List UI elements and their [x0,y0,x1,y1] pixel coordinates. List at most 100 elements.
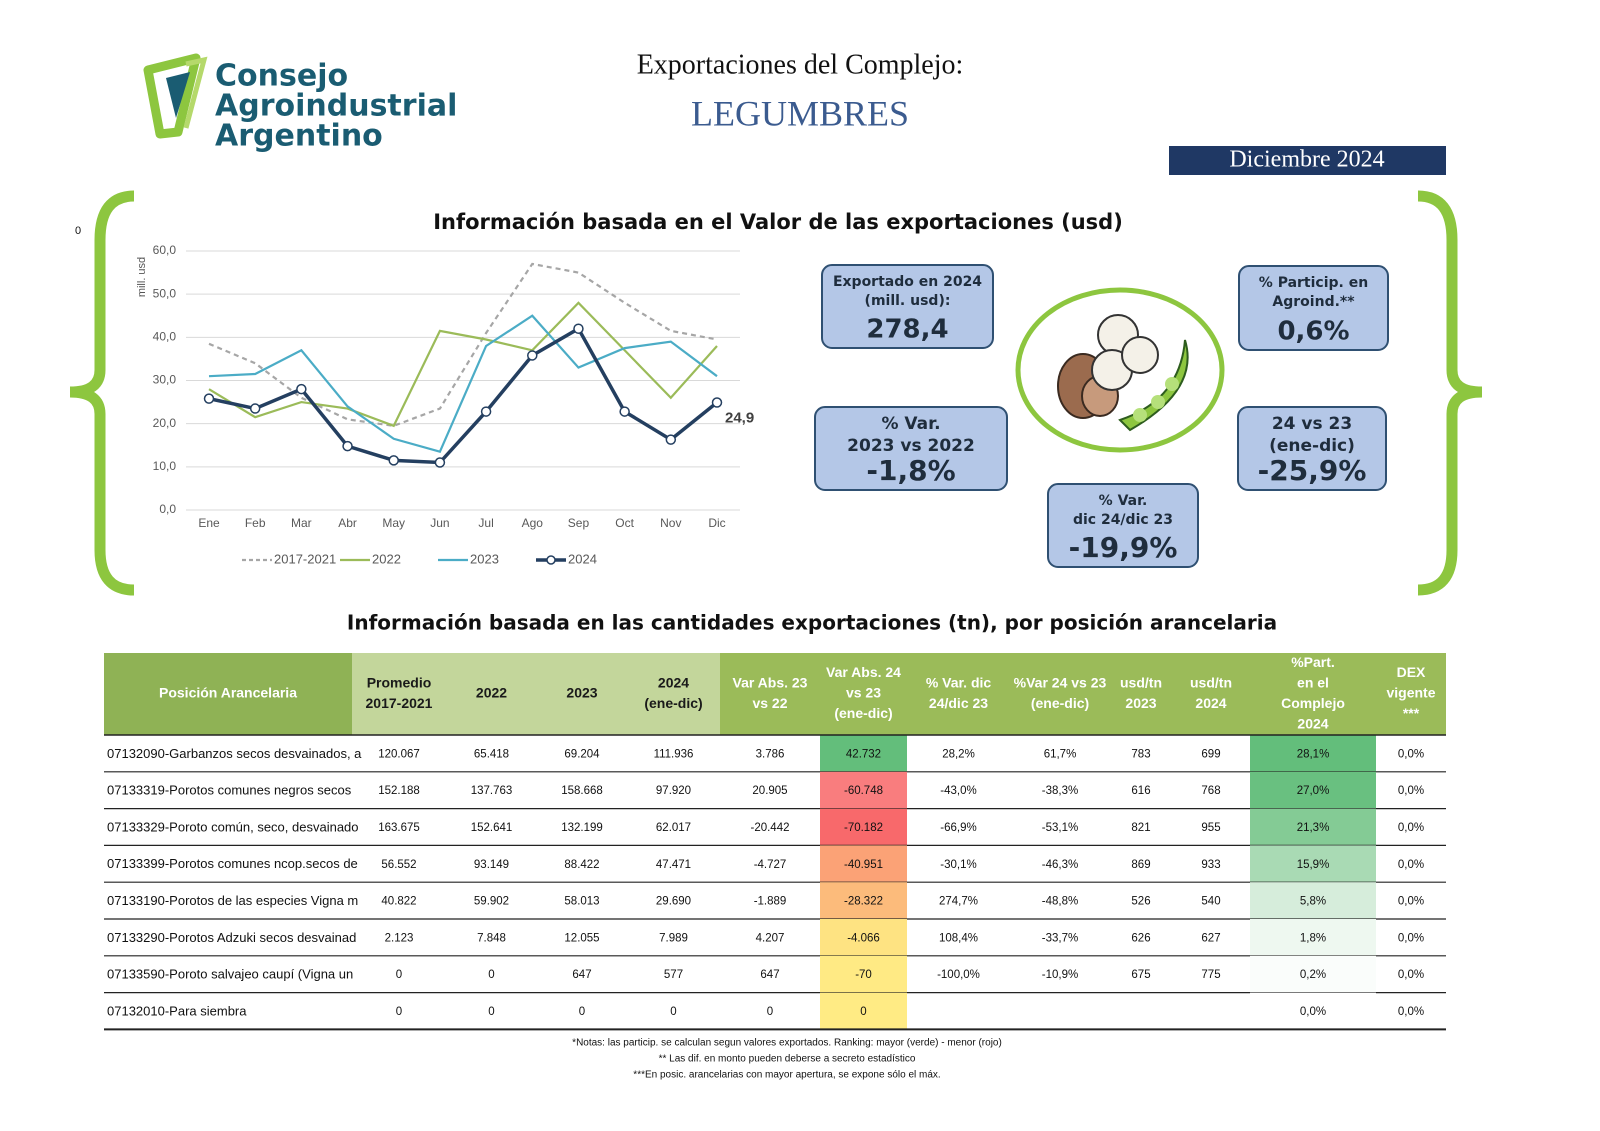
table-cell: 0,0% [1398,969,1424,981]
header-text: Var Abs. 23 [733,674,808,690]
header-text: 2022 [476,685,507,701]
table-cell: 0 [579,1006,585,1018]
x-tick-label: Nov [660,516,681,530]
table-cell: 0,0% [1398,785,1424,797]
note: ** Las dif. en monto pueden deberse a se… [659,1054,916,1065]
x-tick-label: Mar [291,516,312,530]
x-tick-label: Sep [568,516,590,530]
logo-text: Agroindustrial [215,89,457,124]
x-tick-label: Ene [198,516,220,530]
table-cell: 07132090-Garbanzos secos desvainados, a [107,746,362,761]
notes: *Notas: las particip. se calculan segun … [572,1038,1002,1081]
kpi-value: 278,4 [866,315,948,345]
table-cell: 111.936 [654,748,694,760]
table-cell: -33,7% [1042,932,1078,944]
table-cell: 27,0% [1297,785,1330,797]
x-tick-label: Oct [615,516,634,530]
table-cell: 699 [1201,748,1220,760]
header-cell [104,653,352,735]
table-cell: 61,7% [1044,748,1077,760]
series-line [208,314,718,454]
kpi-boxes: Exportado en 2024 (mill. usd): 278,4 % Part… [814,264,1389,568]
legend-label: 2024 [568,551,597,566]
table-cell: 0,0% [1398,932,1424,944]
data-point [573,323,584,334]
header-text: (ene-dic) [1031,695,1089,711]
kpi-value: 0,6% [1277,317,1349,347]
table-cell: 869 [1131,859,1150,871]
kpi-label: (ene-dic) [1269,436,1355,456]
header-text: vs 23 [846,685,881,701]
table-cell: 158.668 [561,785,603,797]
kpi-value: -25,9% [1258,454,1367,487]
header-text: Var Abs. 24 [826,664,901,680]
kpi-label: Agroind.** [1272,294,1355,310]
table-cell: 40.822 [381,896,416,908]
kpi-box [1237,406,1387,491]
y-tick-label: 20,0 [153,416,177,430]
table-cell: 933 [1201,859,1220,871]
header-text: vs 22 [752,695,787,711]
table-cell: -66,9% [940,822,976,834]
table-cell: 12.055 [564,932,599,944]
kpi-box [1047,483,1199,568]
brace-left [69,190,135,596]
kpi-label: (mill. usd): [865,293,951,309]
header-cell [627,653,720,735]
table-cell: 20.905 [752,785,787,797]
data-point [296,383,307,395]
table-cell: 616 [1131,785,1150,797]
table-cell: -43,0% [940,785,976,797]
table-cell: 577 [664,969,683,981]
note: ***En posic. arancelarias con mayor aper… [633,1070,940,1081]
header-text: 2024 [658,674,689,690]
table-cell: -30,1% [940,859,976,871]
x-tick-label: Abr [338,516,357,530]
table-cell: 783 [1131,748,1150,760]
table-cell: 07133590-Poroto salvajeo caupí (Vigna un [107,967,353,982]
line-chart: 0,0 10,0 20,0 30,0 40,0 50,0 60,0 Ene Feb Mar Abr M… [153,243,755,566]
table-cell: 0,0% [1398,748,1424,760]
x-tick-label: Feb [245,516,266,530]
table-cell: -4.727 [754,859,787,871]
header-text: %Var 24 vs 23 [1014,674,1107,690]
table-cell: 93.149 [474,859,509,871]
header-text: 2024 [1195,695,1226,711]
y-tick-label: 10,0 [153,459,177,473]
table-cell: 07133319-Porotos comunes negros secos [107,783,352,798]
table-cell: 42.732 [846,748,881,760]
table-cell: 675 [1131,969,1150,981]
series-line [208,301,718,428]
header-text: 2024 [1297,715,1328,731]
header-cell [1250,653,1376,735]
header-text: *** [1403,705,1420,721]
table-cell: 5,8% [1300,896,1326,908]
kpi-label: dic 24/dic 23 [1073,512,1173,528]
header-text: Complejo [1281,695,1345,711]
highlight-cell [820,992,907,1030]
series-line [208,262,718,427]
table-cell: 0,0% [1398,859,1424,871]
table-cell: 7.989 [659,932,688,944]
header-text: usd/tn [1190,674,1232,690]
kpi-box [1238,265,1389,351]
y-tick-label: 40,0 [153,330,177,344]
table-cell: 65.418 [474,748,509,760]
highlight-cell [1250,845,1376,883]
x-tick-label: Dic [708,516,725,530]
highlight-cell [820,808,907,846]
table-cell: 88.422 [564,859,599,871]
table-cell: -38,3% [1042,785,1078,797]
table-cell: 647 [572,969,591,981]
header-text: (ene-dic) [644,695,702,711]
table-cell: 07133190-Porotos de las especies Vigna m [107,893,358,908]
table-cell: 626 [1131,932,1150,944]
table-cell: -4.066 [847,932,880,944]
header-text: Promedio [367,674,432,690]
highlight-cell [1250,919,1376,956]
highlight-cell [820,735,907,772]
table-cell: 0,0% [1398,1006,1424,1018]
table-cell: 07133329-Poroto común, seco, desvainado [107,819,359,834]
